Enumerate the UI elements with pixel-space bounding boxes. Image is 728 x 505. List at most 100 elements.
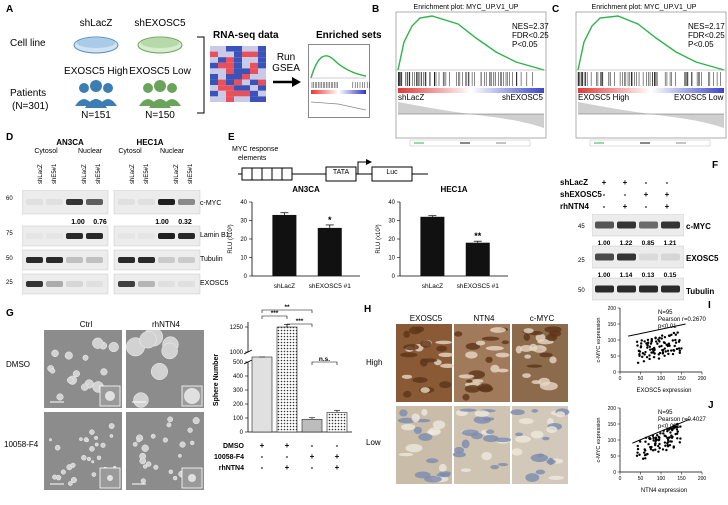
scatter-point <box>666 343 669 346</box>
condition-sign: + <box>285 441 290 450</box>
blot-band <box>118 199 135 205</box>
treatment-sign: + <box>643 190 649 199</box>
scatter-point <box>642 360 646 363</box>
lane-label: shLacZ <box>130 164 136 184</box>
nuclear-2: Nuclear <box>159 148 185 155</box>
blot-band <box>26 233 43 239</box>
lane-label: shE5#1 <box>96 163 102 184</box>
marker-50: 50 <box>6 256 13 262</box>
gsea-b-fdr: FDR<0.25 <box>512 31 549 40</box>
scatter-point <box>666 438 670 442</box>
blot-band <box>86 199 103 205</box>
lane-label: shLacZ <box>174 164 180 184</box>
scatter-point <box>653 348 656 351</box>
tissue-structure <box>548 475 564 481</box>
scatter-point <box>661 448 665 451</box>
y-tick-label: 10 <box>388 256 395 262</box>
tissue-structure <box>412 377 428 383</box>
enriched-sets-label: Enriched sets <box>316 30 382 41</box>
chart-title: HEC1A <box>440 185 467 194</box>
condition-sign: + <box>260 441 265 450</box>
sphere <box>49 368 56 374</box>
scatter-point <box>674 341 678 344</box>
tissue-structure <box>400 352 418 358</box>
heatmap-cell <box>242 46 250 52</box>
scatter-point <box>655 438 659 441</box>
scatter-point <box>643 340 646 343</box>
panel-h: H EXOSC5 NTN4 c-MYC High Low <box>360 300 580 500</box>
tissue-structure <box>465 351 478 359</box>
tissue-structure <box>535 333 546 342</box>
tissue-structure <box>523 328 534 334</box>
heatmap-cell <box>226 79 234 86</box>
scatter-point <box>648 348 652 351</box>
scatter-point <box>648 354 651 357</box>
tissue-structure <box>411 413 420 423</box>
sphere <box>150 362 168 380</box>
panel-label-i: I <box>708 300 711 311</box>
cytosol-2: Cytosol <box>118 148 142 155</box>
heatmap-cell <box>226 57 234 63</box>
sphere <box>48 438 52 442</box>
tissue-structure <box>413 426 422 435</box>
tissue-structure <box>485 345 504 351</box>
tissue-structure <box>460 468 472 473</box>
sphere <box>192 417 200 425</box>
y-tick-label: 40 <box>240 200 247 206</box>
exosc5-high-label: EXOSC5 High <box>64 66 128 77</box>
condition-sign: + <box>335 463 340 472</box>
tissue-structure <box>421 408 428 416</box>
scatter-point <box>669 349 673 352</box>
treatment-rows-f: shLacZ + + - - shEXOSC5- - + + rhNTN4- + - + <box>560 178 700 214</box>
sphere <box>67 481 73 486</box>
treatment-sign: + <box>601 178 607 187</box>
quant-d-2: 0.76 <box>93 219 107 226</box>
heatmap-cell <box>218 74 226 80</box>
patients-n: (N=301) <box>12 101 49 112</box>
arrow-icon <box>273 77 301 87</box>
scatter-point <box>656 342 659 345</box>
scatter-point <box>641 352 645 355</box>
condition-sign: + <box>285 463 290 472</box>
protein-cmyc-d: c-MYC <box>200 200 222 207</box>
scatter-point <box>660 334 664 337</box>
y-tick-label: 0 <box>244 274 248 280</box>
condition-label: rhNTN4 <box>219 465 244 472</box>
y-axis-label: c-MYC expression <box>596 318 602 363</box>
blot-band <box>158 257 175 263</box>
heatmap-cell <box>226 68 234 74</box>
tissue-structure <box>466 379 473 383</box>
y-tick-label: 0 <box>392 274 396 280</box>
tissue-structure <box>420 387 430 393</box>
marker-50-f: 50 <box>578 288 585 294</box>
marker-60: 60 <box>6 196 13 202</box>
scatter-point <box>644 350 647 354</box>
tissue-structure <box>399 409 408 417</box>
scatter-i-n: N=95 <box>658 310 673 316</box>
quant-value: 0.15 <box>663 272 677 279</box>
ihc-row-high: High <box>366 358 383 367</box>
gsea-c-fdr: FDR<0.25 <box>688 31 725 40</box>
blot-band <box>138 281 155 287</box>
sphere <box>66 376 74 384</box>
marker-75: 75 <box>6 231 13 237</box>
blot-band <box>158 281 175 287</box>
tissue-structure <box>531 380 542 385</box>
trend-line <box>628 323 686 337</box>
tissue-structure <box>515 435 531 443</box>
heatmap-cell <box>242 57 250 63</box>
sphere <box>153 464 159 470</box>
scatter-point <box>657 338 660 341</box>
tissue-structure <box>526 364 543 368</box>
tissue-structure <box>435 340 453 345</box>
tissue-structure <box>522 373 531 378</box>
tissue-structure <box>501 340 510 345</box>
scatter-point <box>644 453 648 456</box>
tissue-structure <box>403 330 410 338</box>
blot-band <box>639 221 658 229</box>
sphere <box>94 435 99 440</box>
scatter-point <box>668 344 671 347</box>
y-tick-label: 100 <box>608 338 617 344</box>
protein-laminb1-d: Lamin B1 <box>200 232 230 239</box>
blot-band <box>138 257 155 263</box>
